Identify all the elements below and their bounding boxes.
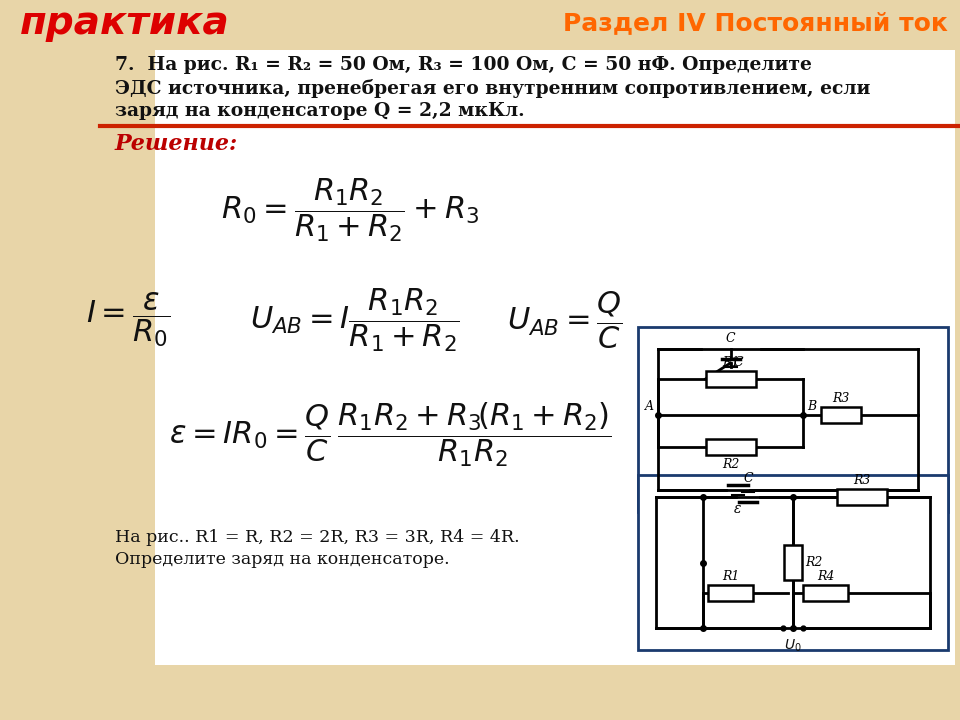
Text: $\varepsilon = IR_0 = \dfrac{Q}{C}\,\dfrac{R_1 R_2 + R_3\!\left(R_1 + R_2\right): $\varepsilon = IR_0 = \dfrac{Q}{C}\,\dfr… [169,400,612,469]
Text: R2: R2 [722,458,739,471]
Text: R2: R2 [805,556,823,569]
Text: заряд на конденсаторе Q = 2,2 мкКл.: заряд на конденсаторе Q = 2,2 мкКл. [115,102,524,120]
Text: ЭДС источника, пренебрегая его внутренним сопротивлением, если: ЭДС источника, пренебрегая его внутренни… [115,78,871,97]
Bar [784,545,802,580]
Bar [803,585,848,601]
Text: 7.  На рис. R₁ = R₂ = 50 Ом, R₃ = 100 Ом, С = 50 нФ. Определите: 7. На рис. R₁ = R₂ = 50 Ом, R₃ = 100 Ом,… [115,56,812,74]
Text: R1: R1 [722,356,739,369]
Text: $R_0 = \dfrac{R_1 R_2}{R_1 + R_2} + R_3$: $R_0 = \dfrac{R_1 R_2}{R_1 + R_2} + R_3$ [221,176,479,244]
Bar [706,371,756,387]
Text: C: C [733,356,743,369]
Bar [638,475,948,650]
Text: C: C [743,472,753,485]
Text: На рис.. R1 = R, R2 = 2R, R3 = 3R, R4 = 4R.: На рис.. R1 = R, R2 = 2R, R3 = 3R, R4 = … [115,528,519,546]
Text: $I = \dfrac{\varepsilon}{R_0}$: $I = \dfrac{\varepsilon}{R_0}$ [86,291,170,349]
Text: $U_{AB} = \dfrac{Q}{C}$: $U_{AB} = \dfrac{Q}{C}$ [507,289,623,351]
Text: B: B [807,400,816,413]
Text: $U_{AB} = I\dfrac{R_1 R_2}{R_1 + R_2}$: $U_{AB} = I\dfrac{R_1 R_2}{R_1 + R_2}$ [251,286,460,354]
Text: C: C [726,332,735,345]
Text: Определите заряд на конденсаторе.: Определите заряд на конденсаторе. [115,551,449,567]
Text: Раздел IV Постоянный ток: Раздел IV Постоянный ток [564,11,948,35]
Bar [821,407,861,423]
Bar [708,585,753,601]
Text: R1: R1 [722,570,739,583]
Text: практика: практика [20,4,229,42]
Text: A: A [645,400,654,413]
Text: R4: R4 [817,570,834,583]
Text: R3: R3 [832,392,850,405]
Text: ε: ε [734,502,742,516]
Text: Решение:: Решение: [115,133,238,155]
Bar [706,439,756,455]
Bar [100,50,955,665]
Text: R3: R3 [852,474,870,487]
Bar [100,50,155,665]
Text: $U_0$: $U_0$ [784,638,802,654]
Bar [638,327,948,512]
Bar [836,489,886,505]
